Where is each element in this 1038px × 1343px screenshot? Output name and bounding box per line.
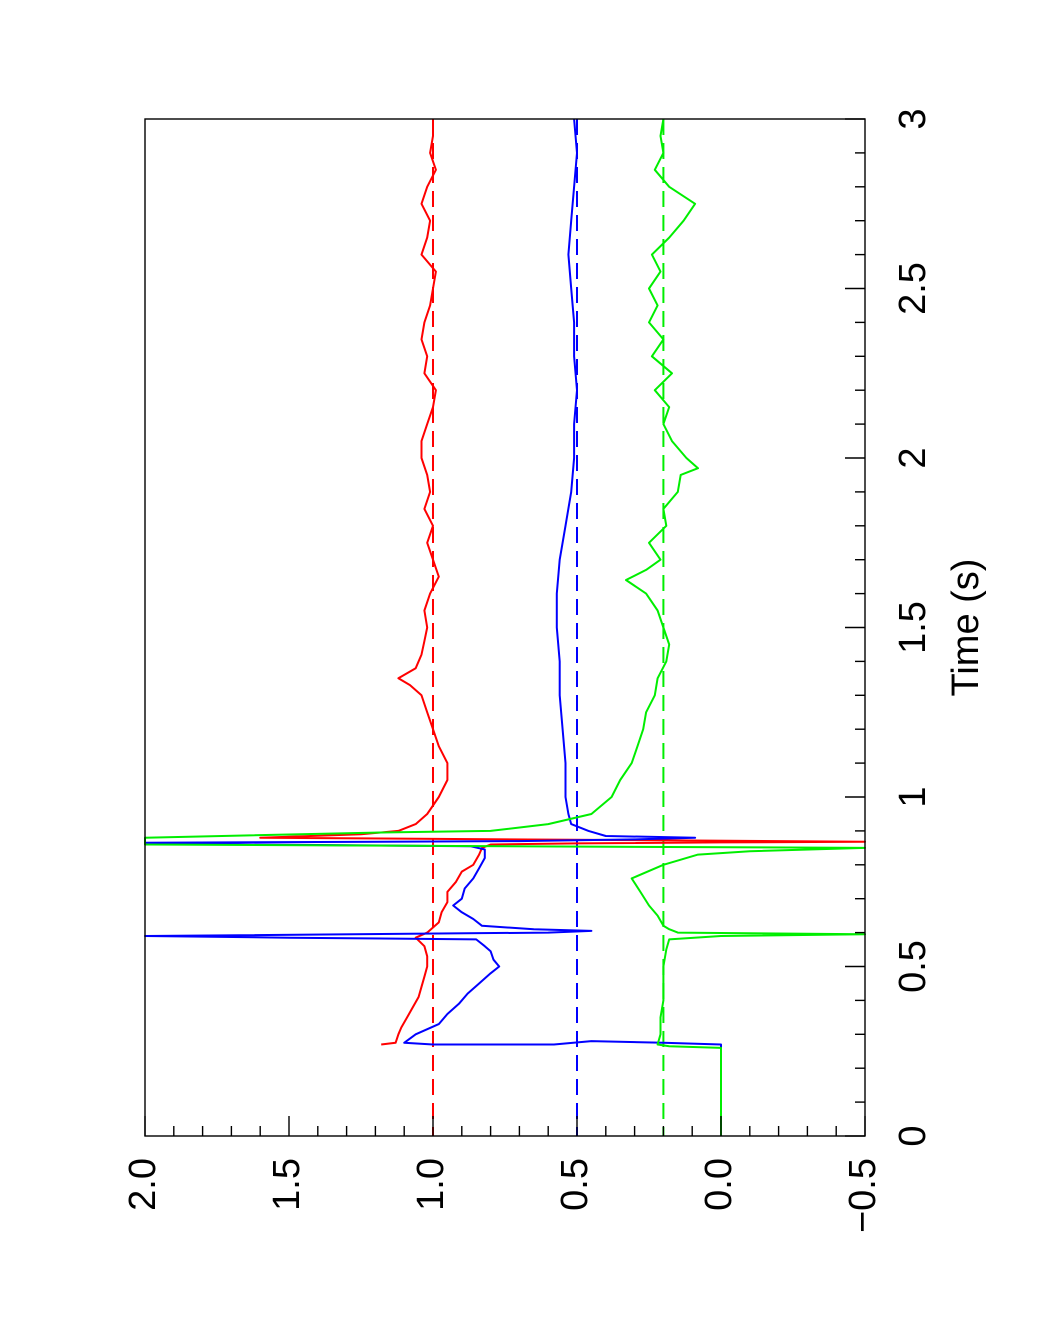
x-tick-label-2: 1 [892, 786, 934, 807]
x-tick-label-6: 3 [892, 108, 934, 129]
y-tick-label-4: 1.5 [266, 1158, 308, 1211]
x-tick-label-1: 0.5 [892, 940, 934, 993]
x-axis-title: Time (s) [945, 559, 987, 697]
x-tick-label-4: 2 [892, 447, 934, 468]
y-tick-label-3: 1.0 [410, 1158, 452, 1211]
ticks-layer [144, 118, 866, 1137]
series-line-0 [259, 119, 866, 1046]
x-tick-label-5: 2.5 [892, 262, 934, 315]
y-tick-label-5: 2.0 [122, 1158, 164, 1211]
x-tick-label-0: 0 [892, 1125, 934, 1146]
tick-labels-layer: 0 0.5 1 1.5 2 2.5 3 −0.5 0.0 0.5 1.0 1.5 2.0 [122, 108, 934, 1233]
y-tick-label-2: 0.5 [554, 1158, 596, 1211]
series-line-1 [144, 118, 722, 1136]
y-tick-label-1: 0.0 [698, 1158, 740, 1211]
y-tick-label-0: −0.5 [842, 1158, 884, 1233]
x-tick-label-3: 1.5 [892, 601, 934, 654]
